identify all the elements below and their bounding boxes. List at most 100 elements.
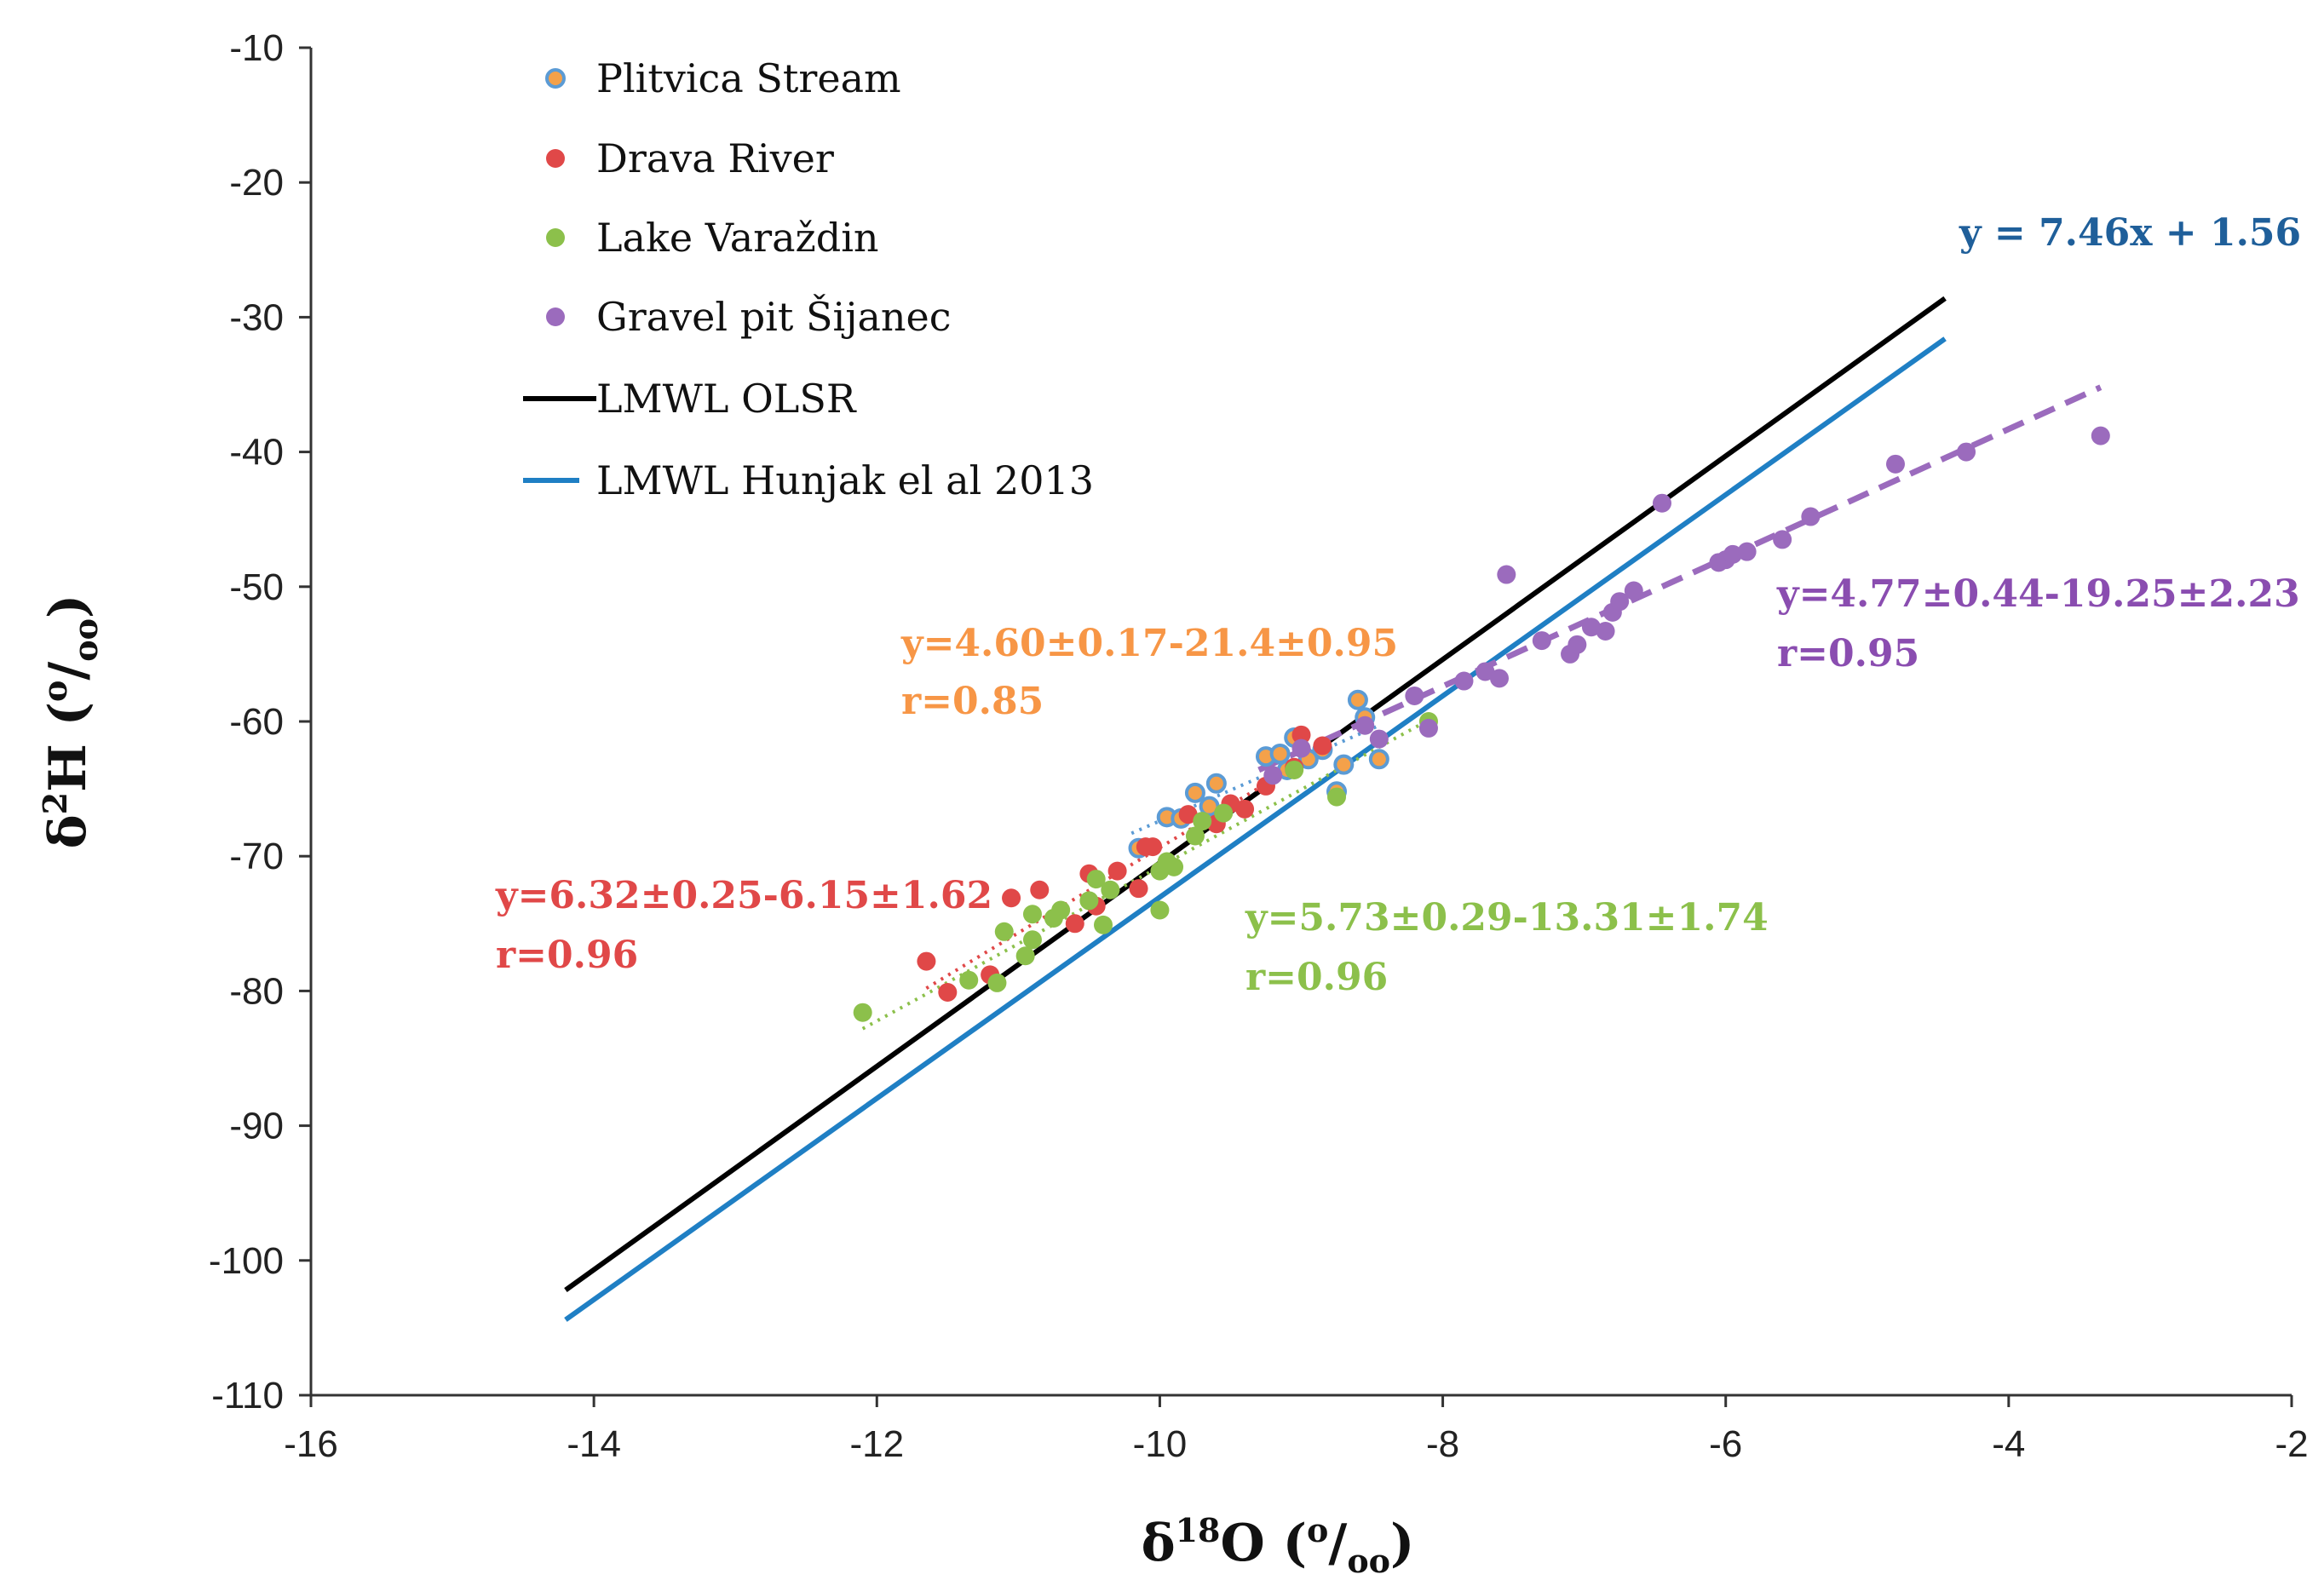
data-point [1002,888,1021,908]
data-point [987,973,1007,992]
annotation-drava-equation: y=6.32±0.25-6.15±1.62 [495,874,992,917]
data-point [1150,900,1170,920]
data-point [1193,812,1212,831]
data-point [1015,946,1035,966]
data-point [1101,880,1120,899]
legend-marker-gravel [546,307,565,326]
legend-label-drava: Drava River [596,135,834,181]
data-point [1065,914,1084,934]
legend-label-hunjak: LMWL Hunjak el al 2013 [596,457,1094,503]
y-tick-label: -90 [229,1106,284,1147]
data-point [1723,544,1743,564]
data-point [1235,799,1255,819]
y-tick-label: -10 [229,27,284,69]
data-point [1610,592,1630,612]
annotation-lake-equation: y=5.73±0.29-13.31±1.74 [1245,896,1769,940]
legend-label-olsr: LMWL OLSR [596,376,857,422]
x-axis-ticks: -16 -14 -12 -10 -8 -6 -4 -2 [284,1395,2309,1465]
y-tick-label: -100 [209,1240,284,1282]
y-tick-label: -50 [229,566,284,608]
data-point [1801,507,1821,526]
data-point [1184,782,1205,803]
annotation-gravel-r: r=0.95 [1777,632,1919,675]
y-axis-ticks: -10 -20 -30 -40 -50 -60 -70 -80 -90 -100 -110 [209,27,311,1416]
x-axis-title: δ18O (o/oo) [1142,1511,1415,1580]
data-point [1086,870,1106,889]
series-plitvica-stream [1128,689,1389,859]
data-point [1022,930,1042,950]
data-point [1405,686,1424,705]
data-point [1624,581,1643,600]
x-tick-label: -10 [1133,1423,1188,1465]
data-point [1107,861,1127,881]
data-point [917,951,936,971]
data-point [1051,900,1071,920]
x-tick-label: -14 [567,1423,621,1465]
fit-lines [564,296,2103,1322]
y-axis-title: δ2H (o/oo) [36,595,105,849]
data-point [1094,915,1113,934]
annotation-lmwl-equation: y = 7.46x + 1.56 [1959,211,2301,255]
data-point [1497,565,1516,584]
line-lmwl-hunjak-el-al-2013 [564,336,1947,1322]
data-point [1369,729,1389,749]
data-point [959,970,979,990]
data-point [1178,805,1198,825]
y-tick-label: -110 [211,1375,284,1416]
legend-label-plitvica: Plitvica Stream [596,55,901,101]
data-point [1205,773,1227,794]
x-tick-label: -4 [1992,1423,2025,1465]
legend-marker-lake [546,228,565,247]
data-point [1773,530,1792,549]
data-point [1079,891,1099,911]
data-point [1737,542,1757,561]
data-point [1269,743,1291,764]
data-point [1476,662,1495,681]
y-tick-label: -30 [229,296,284,338]
data-point [1652,493,1671,513]
annotation-drava-r: r=0.96 [496,934,638,977]
x-tick-label: -6 [1709,1423,1742,1465]
legend-label-gravel: Gravel pit Šijanec [596,293,952,340]
data-point [1368,749,1389,770]
legend-label-lake: Lake Varaždin [596,215,879,261]
data-point [1957,442,1976,462]
y-tick-label: -80 [229,970,284,1012]
data-point [938,982,958,1002]
line-lmwl-olsr [564,296,1947,1293]
data-point [1291,738,1311,758]
data-point [2091,426,2110,445]
data-point [1490,669,1509,688]
data-point [1022,905,1042,924]
data-point [853,1003,872,1022]
data-point [1143,837,1163,857]
data-points [853,426,2110,1022]
annotation-plitvica-equation: y=4.60±0.17-21.4±0.95 [900,622,1398,665]
data-point [1291,725,1311,744]
data-point [1165,857,1184,876]
data-point [1355,715,1375,735]
annotation-gravel-equation: y=4.77±0.44-19.25±2.23 [1776,572,2300,616]
data-point [1327,787,1347,807]
x-tick-label: -2 [2275,1423,2308,1465]
legend: Plitvica Stream Drava River Lake Varaždi… [523,55,1094,503]
data-point [1313,736,1332,756]
data-point [1333,754,1355,775]
line-lake-vara-din-fit [861,718,1429,1031]
data-point [1581,618,1601,637]
y-tick-label: -20 [229,162,284,204]
data-point [994,922,1014,941]
y-tick-label: -70 [229,836,284,877]
series-gravel-pit-ijanec [1263,426,2110,785]
x-tick-label: -16 [284,1423,338,1465]
data-point [1129,879,1148,899]
legend-marker-plitvica [545,68,566,89]
data-point [1454,671,1474,691]
data-point [1886,454,1905,474]
y-tick-label: -60 [229,701,284,743]
data-point [1214,803,1234,823]
data-point [1185,826,1205,846]
data-point [1532,631,1551,651]
series-lake-vara-din [853,712,1438,1022]
